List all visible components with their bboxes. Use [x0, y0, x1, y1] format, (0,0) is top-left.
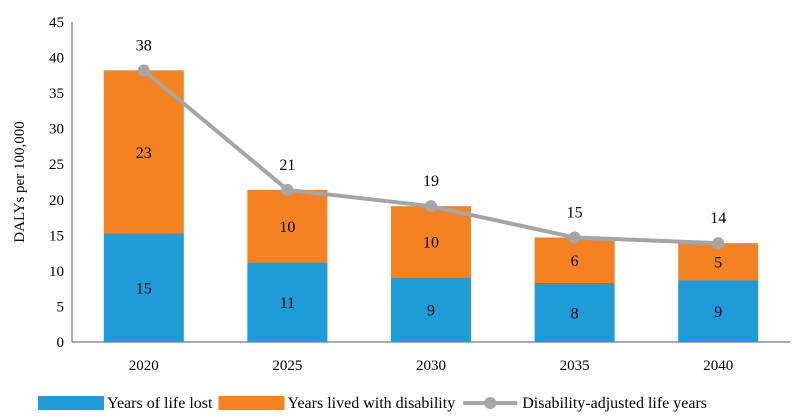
segment-label: 11 — [280, 295, 295, 312]
legend-label: Years lived with disability — [287, 395, 455, 412]
y-tick-label: 20 — [49, 193, 64, 209]
bar-segment — [103, 233, 184, 342]
y-tick-labels: 0 5 10 15 20 25 30 35 40 45 — [49, 15, 64, 351]
x-tick-label: 2035 — [560, 358, 590, 374]
line-point — [425, 200, 437, 213]
segment-label: 15 — [136, 281, 152, 298]
bar-segment — [103, 70, 184, 234]
line-point — [137, 64, 150, 77]
x-tick-label: 2025 — [272, 358, 302, 374]
bar-segment — [534, 282, 615, 342]
total-label: 19 — [423, 173, 439, 190]
legend-swatch — [218, 396, 285, 410]
legend-marker — [484, 397, 497, 409]
line-point — [712, 237, 725, 250]
bar-segment — [678, 280, 759, 342]
y-tick-label: 25 — [49, 157, 64, 173]
line-series — [137, 64, 725, 250]
y-tick-label: 10 — [49, 264, 64, 280]
legend-label: Years of life lost — [107, 395, 213, 412]
x-tick-label: 2040 — [703, 358, 733, 374]
segment-label: 6 — [571, 253, 579, 270]
legend-swatch — [38, 396, 104, 410]
line-point — [568, 231, 581, 244]
y-tick-label: 5 — [57, 299, 65, 315]
y-tick-label: 45 — [49, 15, 64, 31]
bars — [103, 70, 759, 342]
segment-label: 9 — [714, 304, 722, 321]
segment-label: 9 — [427, 303, 435, 320]
x-tick-labels: 2020 2025 2030 2035 2040 — [129, 358, 733, 374]
total-label: 38 — [136, 37, 152, 54]
segment-label: 10 — [279, 219, 295, 236]
total-label: 14 — [710, 210, 726, 227]
bar-segment — [247, 262, 328, 342]
segment-label: 5 — [714, 255, 722, 272]
x-tick-label: 2030 — [416, 358, 446, 374]
segment-label: 23 — [136, 145, 152, 162]
y-tick-label: 0 — [57, 335, 65, 351]
y-tick-label: 30 — [49, 122, 64, 138]
y-tick-label: 40 — [49, 51, 64, 67]
bar-segment — [534, 237, 615, 283]
y-tick-label: 15 — [49, 228, 64, 244]
y-axis-label: DALYs per 100,000 — [12, 121, 28, 242]
bar-segment — [391, 206, 471, 278]
bar-segment — [391, 277, 471, 342]
line-point — [281, 183, 294, 196]
total-label: 21 — [279, 157, 295, 174]
bar-segment — [247, 189, 328, 263]
segment-labels: 15 23 11 10 9 10 8 6 9 5 — [136, 145, 722, 323]
legend-label: Disability-adjusted life years — [522, 395, 707, 412]
segment-label: 10 — [423, 235, 439, 252]
legend: Years of life lost Years lived with disab… — [38, 395, 707, 412]
total-label: 15 — [567, 204, 583, 221]
y-tick-label: 35 — [49, 86, 64, 102]
bar-segment — [678, 243, 759, 281]
segment-label: 8 — [571, 305, 579, 322]
x-tick-label: 2020 — [129, 358, 159, 374]
total-labels: 38 21 19 15 14 — [136, 37, 726, 227]
